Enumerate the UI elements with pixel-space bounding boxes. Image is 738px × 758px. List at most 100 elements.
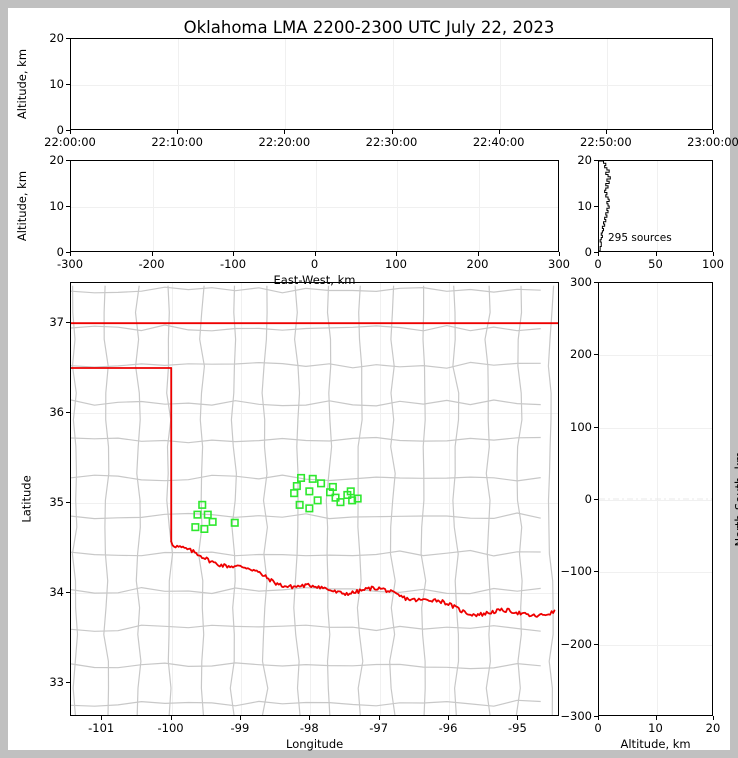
x-tick-label: -97 [369, 721, 389, 735]
gridline-vertical [657, 161, 658, 251]
gridline-horizontal [599, 500, 712, 501]
y-tick-label: 200 [570, 347, 592, 362]
source-marker [230, 518, 239, 527]
figure-canvas: Oklahoma LMA 2200-2300 UTC July 22, 2023… [8, 8, 738, 751]
x-tick-label: 0 [594, 257, 602, 271]
source-marker [203, 510, 212, 519]
x-tick-label: 50 [648, 257, 663, 271]
y-tick [594, 426, 598, 428]
source-marker [191, 523, 200, 532]
source-marker [200, 524, 209, 533]
y-tick-label: 0 [584, 492, 592, 506]
source-marker [305, 487, 314, 496]
y-tick-label: 0 [56, 123, 64, 137]
x-tick [378, 716, 380, 720]
x-tick-label: 0 [594, 721, 602, 735]
ylabel-ew-altitude: Altitude, km [15, 170, 30, 242]
source-marker [336, 498, 345, 507]
x-tick [314, 252, 316, 256]
ylabel-time-altitude: Altitude, km [15, 48, 30, 120]
x-tick-label: -96 [438, 721, 458, 735]
zero-reference-line [599, 498, 712, 500]
source-marker [353, 494, 362, 503]
y-tick [594, 643, 598, 645]
y-tick [594, 160, 598, 161]
x-tick [70, 130, 71, 134]
y-tick [66, 322, 70, 324]
x-tick [605, 130, 607, 134]
x-tick-label: 22:00:00 [44, 135, 96, 149]
x-tick [713, 252, 714, 256]
source-count-label: 295 sources [608, 232, 672, 244]
gridline-horizontal [599, 428, 712, 429]
gridline-vertical [607, 39, 608, 129]
source-marker [313, 496, 322, 505]
y-tick [66, 206, 70, 207]
source-marker [308, 474, 317, 483]
histogram-trace [599, 161, 611, 251]
y-tick [66, 38, 70, 39]
x-tick [101, 716, 103, 720]
gridline-vertical [234, 161, 235, 251]
gridline-vertical [449, 283, 450, 715]
y-tick-label: 10 [49, 199, 64, 213]
gridline-horizontal [71, 85, 712, 86]
gridline-vertical [393, 39, 394, 129]
gridline-vertical [153, 161, 154, 251]
source-marker [317, 479, 326, 488]
x-tick-label: 22:50:00 [580, 135, 632, 149]
x-tick [239, 716, 241, 720]
panel-map [70, 282, 559, 716]
x-tick-label: 20 [705, 721, 721, 735]
source-marker [193, 510, 202, 519]
x-tick [170, 716, 172, 720]
y-tick-label: 20 [49, 31, 64, 45]
x-tick-label: -95 [507, 721, 527, 735]
source-marker [295, 500, 304, 509]
y-tick [594, 499, 598, 500]
gridline-vertical [397, 161, 398, 251]
x-tick-label: -200 [138, 257, 165, 271]
y-tick-label: 35 [49, 495, 64, 510]
source-marker [208, 517, 217, 526]
x-tick-label: -300 [56, 257, 84, 271]
y-tick [66, 130, 70, 131]
xlabel-altitude: Altitude, km [620, 737, 691, 751]
y-tick [594, 716, 598, 717]
state-border [71, 322, 558, 618]
y-tick [66, 681, 70, 683]
x-tick [448, 716, 450, 720]
ylabel-north-south: North-South, km [731, 451, 738, 547]
panel-altitude-histogram [598, 160, 713, 252]
y-tick-label: 34 [49, 585, 64, 599]
source-marker [346, 487, 355, 496]
x-tick-label: 100 [385, 257, 407, 271]
gridline-horizontal [71, 593, 558, 594]
y-tick-label: 37 [49, 315, 64, 330]
y-tick-label: −100 [560, 564, 592, 579]
x-tick [177, 130, 179, 134]
x-tick [598, 252, 599, 256]
y-tick-label: 10 [49, 77, 64, 91]
source-marker [292, 482, 301, 491]
x-tick [309, 716, 311, 720]
panel-eastwest-altitude [70, 160, 559, 252]
x-tick [517, 716, 519, 720]
ylabel-latitude: Latitude [19, 475, 34, 523]
map-geometry [71, 285, 558, 715]
y-tick-label: 0 [56, 245, 64, 259]
x-tick [713, 716, 714, 720]
y-tick [594, 282, 598, 283]
xlabel-east-west: East-West, km [273, 273, 356, 287]
y-tick-label: 300 [570, 275, 592, 289]
source-marker [331, 493, 340, 502]
x-tick [559, 252, 560, 256]
source-marker [348, 496, 357, 505]
lightning-sources [191, 473, 362, 533]
source-marker [198, 500, 207, 509]
y-tick-label: −300 [560, 709, 592, 723]
gridline-horizontal [71, 413, 558, 414]
x-tick [713, 130, 714, 134]
x-tick-label: 100 [702, 257, 724, 271]
x-tick-label: 10 [648, 721, 663, 735]
